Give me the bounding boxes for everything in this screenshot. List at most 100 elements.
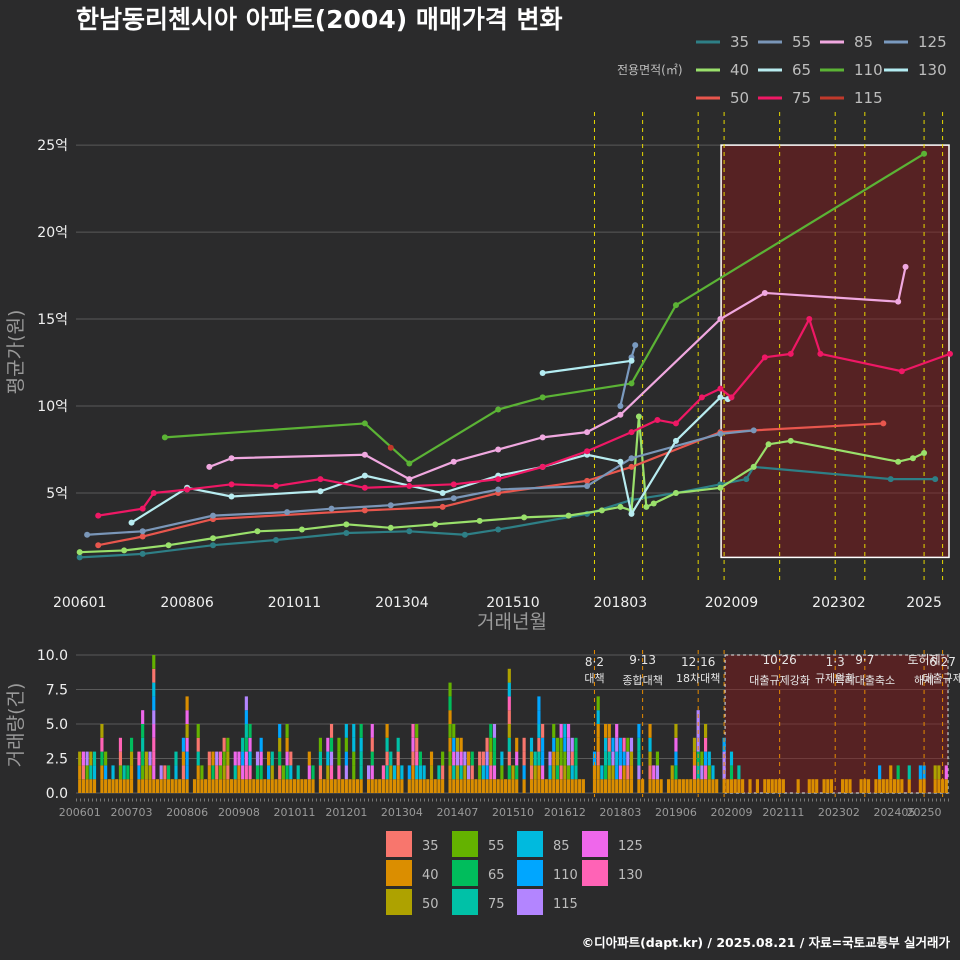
volume-bar — [244, 779, 248, 793]
volume-bar — [629, 765, 634, 780]
volume-bar — [370, 765, 374, 780]
volume-bar — [429, 751, 434, 766]
volume-bar — [385, 724, 389, 738]
volume-bar — [155, 779, 160, 793]
volume-bar — [696, 751, 700, 766]
volume-bar — [659, 779, 663, 793]
volume-bar — [552, 724, 556, 738]
volume-bar — [218, 765, 223, 780]
volume-bar — [415, 779, 419, 793]
data-point-75 — [317, 476, 324, 483]
volume-bar — [222, 751, 226, 766]
volume-bar — [581, 779, 585, 793]
volume-bar — [466, 765, 471, 780]
price-y-tick-label: 25억 — [37, 138, 68, 154]
volume-bar — [241, 765, 245, 780]
data-point-35 — [887, 476, 894, 483]
volume-bar — [781, 779, 785, 793]
volume-bar — [229, 779, 234, 793]
volume-bar — [574, 779, 578, 793]
volume-bar — [944, 765, 948, 780]
data-point-40 — [343, 521, 350, 528]
volume-bar — [200, 765, 204, 780]
volume-bar — [541, 737, 545, 752]
volume-bar — [452, 765, 456, 780]
volume-bar — [292, 779, 297, 793]
volume-bar — [548, 751, 552, 766]
volume-bar — [137, 765, 141, 780]
data-point-75 — [787, 350, 794, 357]
volume-legend-entry-110: 110 — [553, 868, 578, 883]
data-point-50 — [139, 533, 146, 540]
volume-bar — [463, 751, 467, 766]
volume-bar — [681, 779, 685, 793]
volume-bar — [507, 696, 511, 711]
data-point-110 — [539, 394, 546, 401]
volume-bar — [600, 765, 604, 780]
volume-bar — [537, 696, 541, 711]
data-point-75 — [406, 483, 413, 490]
volume-bar — [592, 751, 597, 766]
price-y-tick-label: 15억 — [37, 312, 68, 328]
data-point-40 — [387, 524, 394, 531]
volume-bar — [496, 779, 500, 793]
volume-bar — [537, 710, 541, 724]
legend-entry-125: 125 — [918, 33, 947, 51]
volume-bar — [811, 779, 815, 793]
volume-bar — [563, 751, 567, 766]
volume-bar — [515, 737, 519, 752]
volume-bar — [407, 779, 411, 793]
volume-bar — [137, 751, 141, 766]
volume-bar — [711, 765, 715, 780]
data-point-75 — [717, 385, 724, 392]
volume-bar — [907, 765, 911, 780]
volume-legend-key-85 — [517, 831, 543, 857]
volume-bar — [685, 779, 689, 793]
volume-bar — [689, 779, 693, 793]
data-point-40 — [750, 463, 757, 470]
volume-x-tick-label: 202009 — [711, 806, 753, 819]
volume-bar — [533, 765, 537, 780]
volume-bar — [148, 751, 152, 766]
volume-bar — [537, 765, 541, 780]
volume-bar — [278, 779, 282, 793]
volume-bar — [311, 765, 315, 780]
volume-bar — [596, 737, 600, 752]
price-y-tick-label: 5억 — [46, 486, 68, 502]
volume-bar — [611, 737, 615, 752]
data-point-40 — [76, 549, 83, 556]
volume-bar — [452, 724, 456, 738]
volume-bar — [637, 737, 641, 752]
volume-bar — [478, 751, 482, 766]
volume-bar — [252, 779, 256, 793]
volume-bar — [574, 737, 578, 752]
volume-bar — [692, 737, 697, 752]
volume-bar — [741, 779, 745, 793]
series-line-130 — [542, 359, 632, 375]
volume-bar — [596, 710, 600, 724]
volume-bar — [318, 737, 322, 752]
volume-bar — [344, 737, 348, 752]
volume-bar — [700, 779, 704, 793]
volume-bar — [704, 779, 708, 793]
volume-bar — [278, 724, 282, 738]
volume-bar — [300, 779, 304, 793]
volume-bar — [559, 779, 563, 793]
volume-bar — [459, 779, 463, 793]
volume-bar — [615, 765, 619, 780]
volume-bar — [337, 737, 341, 752]
volume-x-tick-label: 201510 — [492, 806, 534, 819]
volume-bar — [259, 779, 263, 793]
volume-bar — [344, 779, 348, 793]
data-point-55 — [139, 528, 146, 535]
volume-bar — [337, 779, 341, 793]
price-y-axis-title: 평균가(원) — [5, 310, 27, 395]
data-point-65 — [128, 519, 135, 526]
volume-bar — [396, 737, 400, 752]
volume-x-tick-label: 201304 — [381, 806, 423, 819]
volume-bar — [944, 779, 948, 793]
volume-bar — [448, 737, 452, 752]
volume-bar — [611, 779, 615, 793]
volume-bar — [333, 779, 337, 793]
volume-bar — [533, 751, 537, 766]
